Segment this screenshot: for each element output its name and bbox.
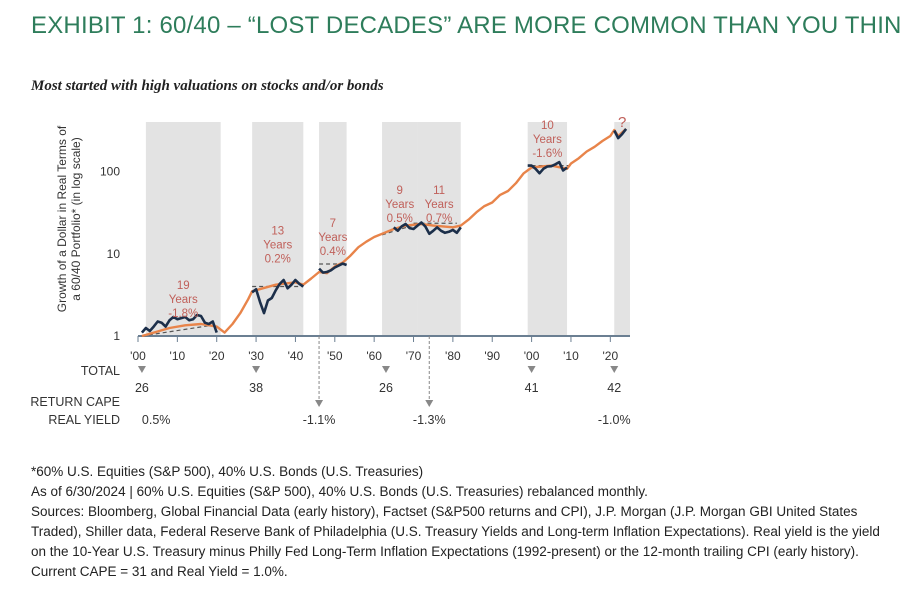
cape-value-0: 26: [135, 381, 149, 395]
y-axis-label-line-1: a 60/40 Portfolio* (in log scale): [69, 137, 83, 300]
band-annotation-3-2: 0.5%: [387, 213, 413, 225]
x-tick-label-2: '20: [209, 349, 225, 363]
x-tick-label-12: '20: [602, 349, 618, 363]
x-tick-label-7: '70: [406, 349, 422, 363]
cape-arrow-1: [252, 366, 261, 373]
cape-row-label-0: TOTAL: [81, 364, 120, 378]
cape-value-4: 42: [607, 381, 621, 395]
x-tick-label-6: '60: [366, 349, 382, 363]
cape-row-label-1: RETURN CAPE: [30, 395, 120, 409]
band-annotation-0-2: -1.8%: [168, 308, 198, 320]
lost-decade-band-2: [319, 122, 347, 336]
band-annotation-5-1: Years: [533, 134, 562, 146]
band-annotation-5-0: 10: [541, 120, 554, 132]
cape-value-1: 38: [249, 381, 263, 395]
x-tick-label-10: '00: [524, 349, 540, 363]
real-yield-row: REAL YIELD 0.5% -1.1% -1.3% -1.0%: [48, 336, 631, 427]
band-annotation-4-2: 0.7%: [426, 213, 452, 225]
band-annotations: 19 Years -1.8% 13 Years 0.2% 7 Years 0.4% 9 Years 0…: [168, 114, 626, 320]
lost-decade-band-5: [527, 122, 568, 336]
y-tick-label-1: 10: [107, 247, 121, 261]
x-tick-label-9: '90: [484, 349, 500, 363]
series-line-3: [318, 262, 348, 274]
real-yield-arrow-1: [315, 400, 324, 407]
real-yield-label: REAL YIELD: [48, 413, 120, 427]
x-tick-label-5: '50: [327, 349, 343, 363]
real-yield-value-3: -1.0%: [598, 413, 631, 427]
series-line-4: [392, 221, 462, 236]
band-annotation-3-1: Years: [385, 199, 414, 211]
y-tick-label-2: 100: [100, 165, 120, 179]
band-annotation-4-1: Years: [425, 199, 454, 211]
band-annotation-6-0: ?: [618, 114, 626, 131]
chart-subtitle: Most started with high valuations on sto…: [31, 78, 384, 94]
band-annotation-2-2: 0.4%: [320, 246, 346, 258]
cape-row: TOTAL RETURN CAPE 26 38 26 41 42: [30, 364, 621, 409]
x-tick-label-0: '00: [130, 349, 146, 363]
footnote-portfolio-def: *60% U.S. Equities (S&P 500), 40% U.S. B…: [31, 464, 424, 479]
real-yield-value-2: -1.3%: [413, 413, 446, 427]
growth-chart: 1 10 100 Growth of a Dollar in Real Terms o…: [30, 114, 631, 427]
cape-value-2: 26: [379, 381, 393, 395]
lost-decade-band-0: [145, 122, 221, 336]
series-line-1: [140, 313, 218, 334]
footnote-as-of: As of 6/30/2024 | 60% U.S. Equities (S&P…: [31, 484, 648, 499]
band-annotation-3-0: 9: [397, 185, 403, 197]
band-annotation-1-1: Years: [263, 239, 292, 251]
chart-axes: 1 10 100 Growth of a Dollar in Real Terms o…: [55, 125, 630, 363]
cape-value-3: 41: [525, 381, 539, 395]
real-yield-value-0: 0.5%: [142, 413, 171, 427]
band-annotation-1-0: 13: [271, 225, 284, 237]
band-annotation-4-0: 11: [433, 185, 445, 197]
band-annotation-1-2: 0.2%: [265, 253, 291, 265]
cape-arrow-0: [137, 366, 146, 373]
exhibit-title: EXHIBIT 1: 60/40 – “LOST DECADES” ARE MO…: [31, 12, 901, 39]
band-annotation-5-2: -1.6%: [532, 148, 562, 160]
series-line-2: [251, 278, 305, 315]
cape-arrow-2: [381, 366, 390, 373]
band-annotation-2-1: Years: [318, 232, 347, 244]
series-lines: [140, 128, 628, 338]
y-tick-label-0: 1: [113, 329, 120, 343]
lost-decade-band-6: [614, 122, 630, 336]
x-tick-label-1: '10: [170, 349, 186, 363]
band-annotation-2-0: 7: [330, 218, 336, 230]
x-tick-label-3: '30: [248, 349, 264, 363]
y-axis-label-line-0: Growth of a Dollar in Real Terms of: [55, 125, 69, 312]
dashed-trend-0: [141, 323, 217, 337]
x-tick-label-4: '40: [288, 349, 304, 363]
cape-arrow-3: [527, 366, 536, 373]
band-annotation-0-0: 19: [177, 280, 190, 292]
real-yield-arrow-2: [425, 400, 434, 407]
series-line-5: [527, 160, 568, 175]
cape-arrow-4: [610, 366, 619, 373]
footnotes: *60% U.S. Equities (S&P 500), 40% U.S. B…: [31, 462, 891, 582]
band-annotation-0-1: Years: [169, 294, 198, 306]
x-tick-label-8: '80: [445, 349, 461, 363]
x-tick-label-11: '10: [563, 349, 579, 363]
series-line-6: [613, 128, 628, 140]
footnote-sources: Sources: Bloomberg, Global Financial Dat…: [31, 504, 880, 579]
real-yield-value-1: -1.1%: [303, 413, 336, 427]
